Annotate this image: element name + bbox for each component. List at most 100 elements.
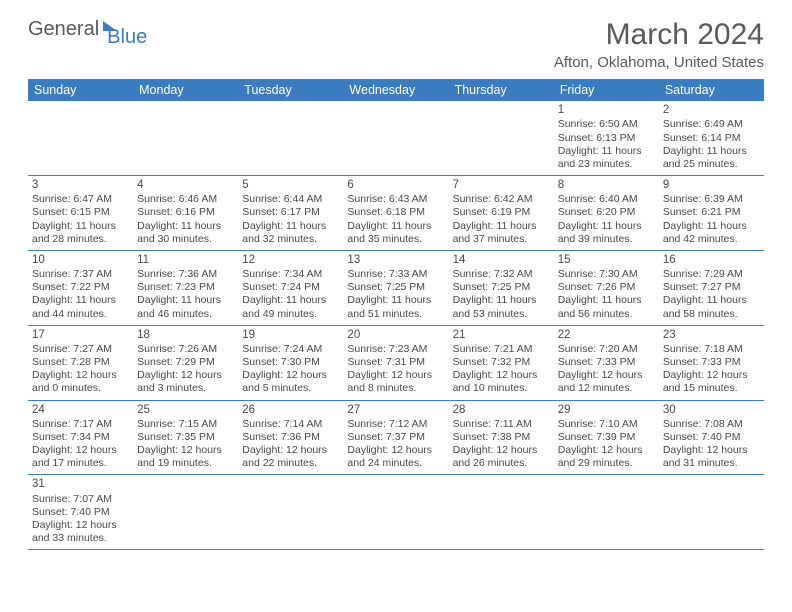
- day-number: 7: [453, 178, 550, 192]
- sunset-line: Sunset: 7:33 PM: [663, 356, 760, 369]
- calendar-day-cell: 16Sunrise: 7:29 AMSunset: 7:27 PMDayligh…: [659, 250, 764, 325]
- sunrise-line: Sunrise: 7:36 AM: [137, 268, 234, 281]
- day-number: 12: [242, 253, 339, 267]
- day-info: Sunrise: 6:46 AMSunset: 6:16 PMDaylight:…: [137, 193, 234, 246]
- calendar-day-cell: 5Sunrise: 6:44 AMSunset: 6:17 PMDaylight…: [238, 175, 343, 250]
- calendar-body: 1Sunrise: 6:50 AMSunset: 6:13 PMDaylight…: [28, 101, 764, 550]
- calendar-row: 1Sunrise: 6:50 AMSunset: 6:13 PMDaylight…: [28, 101, 764, 175]
- sunrise-line: Sunrise: 7:10 AM: [558, 418, 655, 431]
- sunrise-line: Sunrise: 7:37 AM: [32, 268, 129, 281]
- daylight-line: Daylight: 12 hours and 10 minutes.: [453, 369, 550, 395]
- sunset-line: Sunset: 7:39 PM: [558, 431, 655, 444]
- sunset-line: Sunset: 7:40 PM: [32, 506, 129, 519]
- daylight-line: Daylight: 12 hours and 26 minutes.: [453, 444, 550, 470]
- daylight-line: Daylight: 12 hours and 31 minutes.: [663, 444, 760, 470]
- day-number: 9: [663, 178, 760, 192]
- sunrise-line: Sunrise: 6:42 AM: [453, 193, 550, 206]
- daylight-line: Daylight: 12 hours and 19 minutes.: [137, 444, 234, 470]
- day-number: 18: [137, 328, 234, 342]
- day-number: 11: [137, 253, 234, 267]
- day-info: Sunrise: 7:08 AMSunset: 7:40 PMDaylight:…: [663, 418, 760, 471]
- calendar-day-cell: 31Sunrise: 7:07 AMSunset: 7:40 PMDayligh…: [28, 475, 133, 550]
- day-number: 5: [242, 178, 339, 192]
- sunrise-line: Sunrise: 7:27 AM: [32, 343, 129, 356]
- calendar-empty-cell: [343, 475, 448, 550]
- title-block: March 2024 Afton, Oklahoma, United State…: [554, 18, 764, 71]
- calendar-day-cell: 30Sunrise: 7:08 AMSunset: 7:40 PMDayligh…: [659, 400, 764, 475]
- calendar-day-cell: 23Sunrise: 7:18 AMSunset: 7:33 PMDayligh…: [659, 325, 764, 400]
- sunset-line: Sunset: 7:36 PM: [242, 431, 339, 444]
- calendar-day-cell: 15Sunrise: 7:30 AMSunset: 7:26 PMDayligh…: [554, 250, 659, 325]
- sunrise-line: Sunrise: 7:18 AM: [663, 343, 760, 356]
- sunset-line: Sunset: 7:25 PM: [347, 281, 444, 294]
- location-label: Afton, Oklahoma, United States: [554, 54, 764, 71]
- calendar-day-cell: 12Sunrise: 7:34 AMSunset: 7:24 PMDayligh…: [238, 250, 343, 325]
- calendar-empty-cell: [238, 475, 343, 550]
- sunset-line: Sunset: 6:21 PM: [663, 206, 760, 219]
- day-info: Sunrise: 6:47 AMSunset: 6:15 PMDaylight:…: [32, 193, 129, 246]
- calendar-row: 10Sunrise: 7:37 AMSunset: 7:22 PMDayligh…: [28, 250, 764, 325]
- day-number: 19: [242, 328, 339, 342]
- daylight-line: Daylight: 11 hours and 49 minutes.: [242, 294, 339, 320]
- day-info: Sunrise: 6:43 AMSunset: 6:18 PMDaylight:…: [347, 193, 444, 246]
- sunrise-line: Sunrise: 7:12 AM: [347, 418, 444, 431]
- day-info: Sunrise: 7:23 AMSunset: 7:31 PMDaylight:…: [347, 343, 444, 396]
- day-number: 27: [347, 403, 444, 417]
- sunrise-line: Sunrise: 6:46 AM: [137, 193, 234, 206]
- day-number: 8: [558, 178, 655, 192]
- day-info: Sunrise: 7:21 AMSunset: 7:32 PMDaylight:…: [453, 343, 550, 396]
- day-info: Sunrise: 7:18 AMSunset: 7:33 PMDaylight:…: [663, 343, 760, 396]
- daylight-line: Daylight: 12 hours and 12 minutes.: [558, 369, 655, 395]
- day-number: 15: [558, 253, 655, 267]
- calendar-day-cell: 20Sunrise: 7:23 AMSunset: 7:31 PMDayligh…: [343, 325, 448, 400]
- day-number: 20: [347, 328, 444, 342]
- day-number: 24: [32, 403, 129, 417]
- daylight-line: Daylight: 12 hours and 8 minutes.: [347, 369, 444, 395]
- day-number: 4: [137, 178, 234, 192]
- sunrise-line: Sunrise: 7:24 AM: [242, 343, 339, 356]
- calendar-empty-cell: [449, 101, 554, 175]
- day-number: 16: [663, 253, 760, 267]
- day-number: 23: [663, 328, 760, 342]
- sunset-line: Sunset: 6:15 PM: [32, 206, 129, 219]
- sunrise-line: Sunrise: 6:44 AM: [242, 193, 339, 206]
- daylight-line: Daylight: 11 hours and 44 minutes.: [32, 294, 129, 320]
- sunset-line: Sunset: 7:30 PM: [242, 356, 339, 369]
- sunrise-line: Sunrise: 7:21 AM: [453, 343, 550, 356]
- logo: General Blue: [28, 18, 147, 41]
- sunrise-line: Sunrise: 6:40 AM: [558, 193, 655, 206]
- sunset-line: Sunset: 6:17 PM: [242, 206, 339, 219]
- sunset-line: Sunset: 7:24 PM: [242, 281, 339, 294]
- calendar-day-cell: 26Sunrise: 7:14 AMSunset: 7:36 PMDayligh…: [238, 400, 343, 475]
- calendar-day-cell: 3Sunrise: 6:47 AMSunset: 6:15 PMDaylight…: [28, 175, 133, 250]
- sunset-line: Sunset: 7:31 PM: [347, 356, 444, 369]
- calendar-day-cell: 25Sunrise: 7:15 AMSunset: 7:35 PMDayligh…: [133, 400, 238, 475]
- logo-text-blue: Blue: [107, 26, 147, 49]
- calendar-table: SundayMondayTuesdayWednesdayThursdayFrid…: [28, 79, 764, 550]
- sunrise-line: Sunrise: 7:29 AM: [663, 268, 760, 281]
- sunrise-line: Sunrise: 6:50 AM: [558, 118, 655, 131]
- sunset-line: Sunset: 7:28 PM: [32, 356, 129, 369]
- calendar-empty-cell: [343, 101, 448, 175]
- sunrise-line: Sunrise: 7:30 AM: [558, 268, 655, 281]
- daylight-line: Daylight: 12 hours and 17 minutes.: [32, 444, 129, 470]
- day-info: Sunrise: 7:07 AMSunset: 7:40 PMDaylight:…: [32, 493, 129, 546]
- day-info: Sunrise: 7:34 AMSunset: 7:24 PMDaylight:…: [242, 268, 339, 321]
- day-number: 21: [453, 328, 550, 342]
- calendar-empty-cell: [133, 101, 238, 175]
- sunrise-line: Sunrise: 6:49 AM: [663, 118, 760, 131]
- calendar-empty-cell: [133, 475, 238, 550]
- day-info: Sunrise: 7:33 AMSunset: 7:25 PMDaylight:…: [347, 268, 444, 321]
- day-number: 3: [32, 178, 129, 192]
- weekday-header: Friday: [554, 79, 659, 101]
- day-number: 17: [32, 328, 129, 342]
- daylight-line: Daylight: 11 hours and 28 minutes.: [32, 220, 129, 246]
- sunset-line: Sunset: 7:32 PM: [453, 356, 550, 369]
- day-info: Sunrise: 6:40 AMSunset: 6:20 PMDaylight:…: [558, 193, 655, 246]
- sunrise-line: Sunrise: 7:34 AM: [242, 268, 339, 281]
- header: General Blue March 2024 Afton, Oklahoma,…: [28, 18, 764, 71]
- sunrise-line: Sunrise: 7:26 AM: [137, 343, 234, 356]
- weekday-header: Sunday: [28, 79, 133, 101]
- day-info: Sunrise: 7:15 AMSunset: 7:35 PMDaylight:…: [137, 418, 234, 471]
- sunset-line: Sunset: 7:35 PM: [137, 431, 234, 444]
